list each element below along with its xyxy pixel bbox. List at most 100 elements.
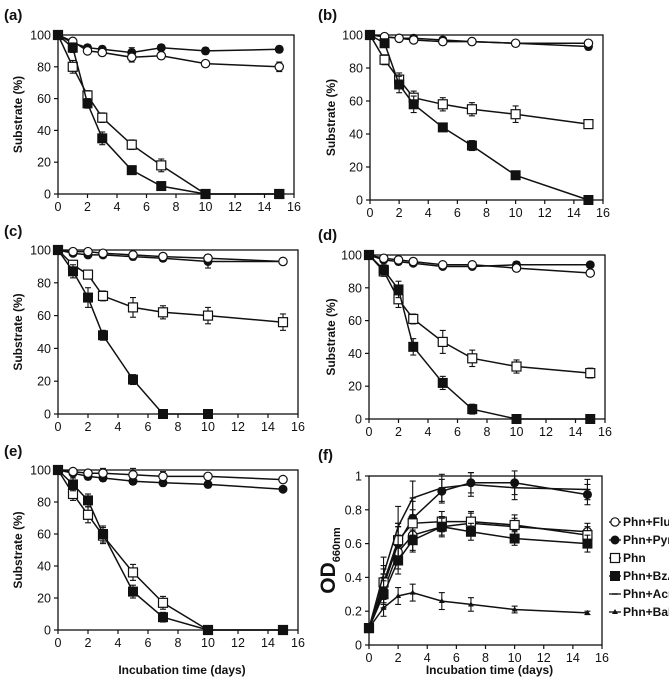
axes-frame (57, 469, 299, 631)
data-point (98, 330, 108, 341)
x-tick-label: 8 (484, 425, 491, 439)
data-point (511, 263, 522, 273)
data-point (585, 268, 596, 278)
series-open-square (52, 464, 289, 636)
data-point (156, 43, 166, 53)
y-tick-label: 100 (341, 249, 362, 263)
x-tick-label: 2 (396, 206, 403, 220)
y-tick-label: 1 (355, 470, 362, 484)
data-point (200, 58, 211, 69)
series-line (368, 520, 588, 629)
x-tick-label: 0 (366, 425, 373, 439)
series-filled-square (53, 245, 213, 419)
x-tick-label: 12 (231, 636, 245, 650)
data-point (82, 98, 93, 109)
y-tick-label: 0.4 (345, 571, 362, 585)
y-tick-label: 0.6 (345, 537, 362, 551)
chart-panel-e: 0 2 4 6 8 10 12 14 16 0 20 40 60 80 100 (e) Substrate (%… (4, 443, 305, 677)
data-point (126, 139, 137, 150)
y-tick-label: 0 (355, 413, 362, 427)
data-point (67, 42, 78, 53)
x-tick-label: 10 (201, 420, 215, 434)
data-point (158, 612, 168, 623)
data-point (126, 165, 137, 176)
series-line (368, 254, 591, 374)
legend-label: Phn+Flu (623, 515, 669, 529)
x-tick-label: 6 (145, 420, 152, 434)
y-tick-label: 0 (44, 408, 51, 422)
data-point (127, 302, 139, 313)
data-point (158, 409, 168, 419)
x-tick-label: 6 (453, 651, 460, 665)
data-point (83, 292, 93, 303)
x-tick-label: 14 (258, 200, 272, 214)
x-tick-label: 2 (85, 636, 92, 650)
y-tick-label: 60 (37, 92, 51, 106)
x-tick-label: 4 (425, 425, 432, 439)
data-point (203, 409, 213, 419)
x-tick-label: 12 (539, 425, 553, 439)
data-point (364, 250, 374, 260)
x-axis-title: Incubation time (days) (426, 663, 553, 677)
data-point (467, 404, 478, 415)
y-tick-label: 20 (348, 380, 362, 394)
data-point (157, 597, 169, 608)
y-tick-label: 20 (37, 592, 51, 606)
y-tick-label: 40 (348, 347, 362, 361)
axes-frame (369, 34, 604, 201)
data-point (610, 571, 620, 581)
data-point (583, 118, 594, 130)
data-point (68, 266, 78, 277)
data-point (53, 465, 63, 475)
x-tick-label: 8 (483, 206, 490, 220)
data-point (378, 253, 389, 264)
data-point (201, 46, 210, 56)
data-point (395, 592, 402, 598)
data-point (274, 44, 284, 54)
data-point (126, 52, 137, 63)
series-open-square (52, 29, 285, 200)
y-axis-title: Substrate (%) (324, 79, 338, 156)
data-point (610, 535, 620, 545)
y-tick-label: 80 (37, 496, 51, 510)
chart-panel-b: 0 2 4 6 8 10 12 14 16 0 20 40 60 80 100 (b) Substrate (%… (318, 7, 610, 220)
axes-frame (57, 249, 299, 415)
data-point (156, 50, 167, 61)
data-point (437, 336, 448, 348)
data-point (510, 170, 521, 181)
x-tick-label: 6 (454, 206, 461, 220)
series-filled-square (53, 30, 285, 199)
x-axis-title: Incubation time (days) (118, 663, 245, 677)
data-point (97, 47, 108, 58)
series-line (57, 34, 280, 195)
x-tick-label: 8 (175, 420, 182, 434)
y-tick-label: 20 (349, 161, 363, 175)
y-tick-label: 0.8 (345, 503, 362, 517)
data-point (466, 140, 477, 151)
data-point (585, 260, 595, 270)
data-point (380, 604, 387, 610)
data-point (127, 567, 139, 578)
data-point (156, 181, 167, 192)
y-tick-label: 0 (355, 639, 362, 653)
series-line (57, 249, 208, 415)
x-tick-label: 2 (85, 420, 92, 434)
data-point (83, 246, 93, 257)
data-point (53, 245, 63, 255)
series-line (57, 469, 283, 631)
y-tick-label: 80 (348, 281, 362, 295)
data-point (394, 79, 405, 90)
data-point (203, 471, 213, 482)
data-point (83, 468, 93, 478)
data-point (366, 625, 372, 631)
x-tick-label: 10 (509, 206, 523, 220)
data-point (53, 30, 63, 40)
data-point (408, 313, 419, 325)
data-point (437, 99, 448, 110)
data-point (467, 36, 477, 47)
series-line (368, 525, 588, 629)
data-point (467, 601, 474, 607)
x-tick-label: 4 (115, 420, 122, 434)
data-point (511, 414, 522, 424)
data-point (585, 367, 596, 379)
